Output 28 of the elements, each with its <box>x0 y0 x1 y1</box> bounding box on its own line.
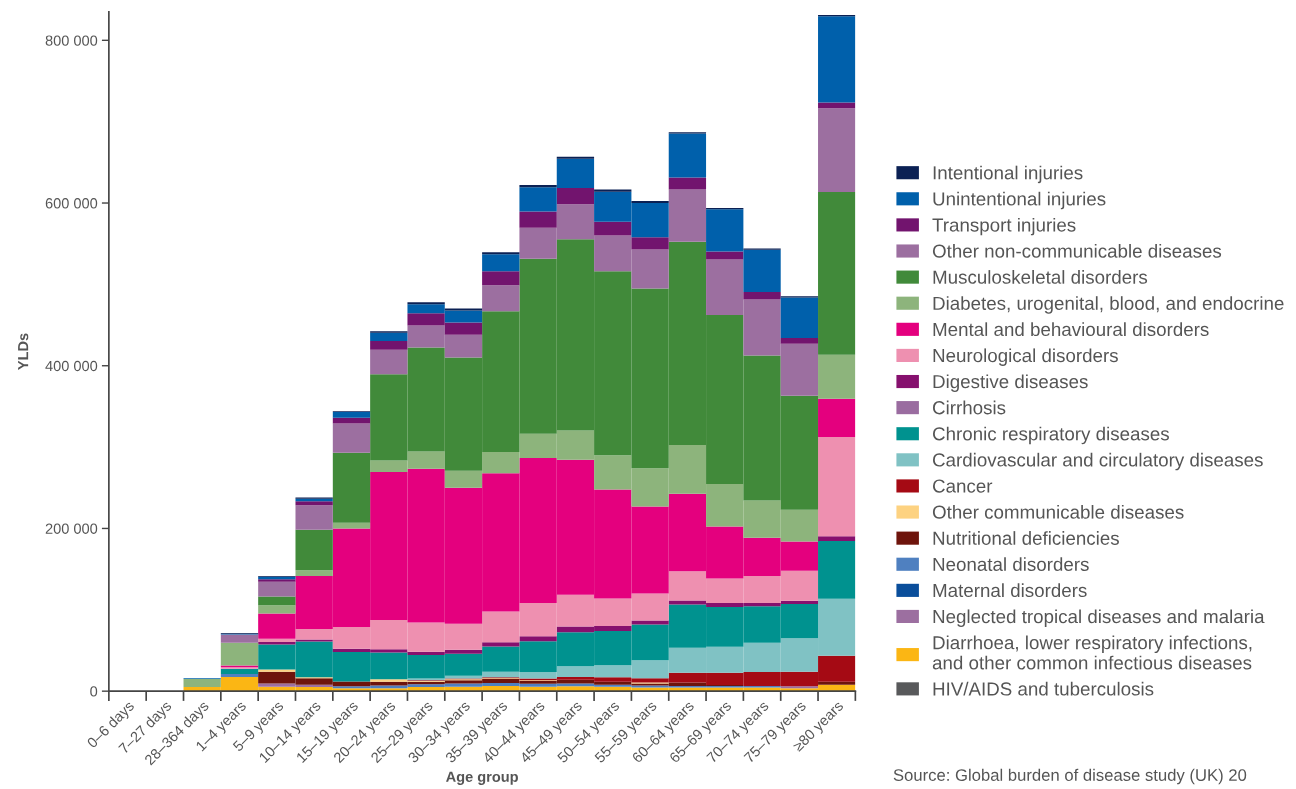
legend-label: Mental and behavioural disorders <box>933 322 1209 337</box>
y-tick-label: 800 000 <box>45 35 98 46</box>
legend-label: Diarrhoea, lower respiratory infections, and other common infectious diseases <box>932 635 1252 670</box>
source-note: Source: Global burden of disease study (UK) 20 <box>893 768 1247 785</box>
legend-label: Nutritional deficiencies <box>933 531 1119 545</box>
legend-label: Intentional injuries <box>933 165 1083 184</box>
y-tick-label: 600 000 <box>45 198 98 209</box>
x-axis-title: Age group <box>446 771 518 785</box>
y-tick-label: 200 000 <box>45 523 98 534</box>
legend-label: HIV/AIDS and tuberculosis <box>933 681 1154 696</box>
legend-label: Transport injuries <box>932 217 1076 236</box>
legend-label: Unintentional injuries <box>933 191 1106 210</box>
legend-label: Cirrhosis <box>932 400 1006 415</box>
legend-label: Chronic respiratory diseases <box>932 426 1169 445</box>
legend-label: Neglected tropical diseases and malaria <box>933 609 1265 627</box>
legend-label: Cardiovascular and circulatory diseases <box>932 452 1263 471</box>
y-tick-label: 0 <box>90 686 98 697</box>
y-axis-title: YLDs <box>18 333 29 370</box>
y-tick-label: 400 000 <box>45 360 98 372</box>
legend-label: Digestive diseases <box>933 374 1088 392</box>
legend-label: Other non-communicable diseases <box>932 243 1222 258</box>
legend-label: Maternal disorders <box>933 583 1087 598</box>
legend-label: Diabetes, urogenital, blood, and endocrine <box>933 296 1284 314</box>
legend-label: Other communicable diseases <box>932 505 1184 519</box>
legend-label: Musculoskeletal disorders <box>933 270 1148 284</box>
legend-label: Neurological disorders <box>933 348 1118 366</box>
legend-label: Cancer <box>932 479 993 493</box>
legend-label: Neonatal disorders <box>933 557 1089 571</box>
